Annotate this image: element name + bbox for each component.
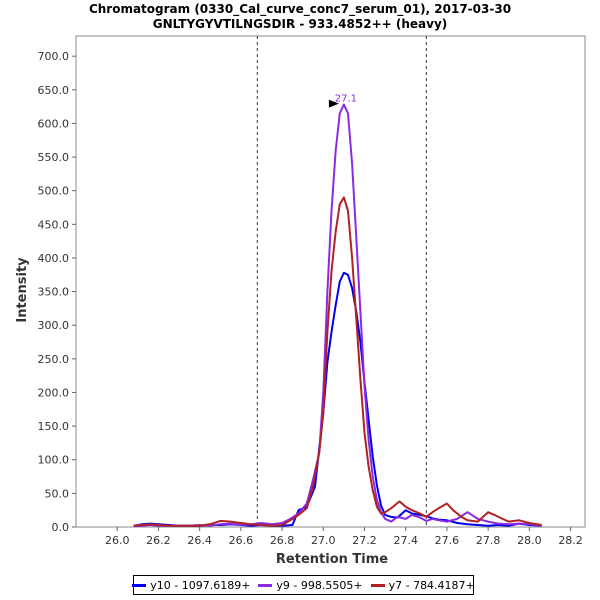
legend-label: y7 - 784.4187+: [388, 578, 475, 592]
y-tick-label: 700.0: [38, 50, 70, 63]
peak-label: 27.1: [335, 94, 357, 105]
legend-label: y9 - 998.5505+: [276, 578, 363, 592]
series-line-y9: [133, 103, 542, 528]
y-tick-label: 650.0: [38, 84, 70, 97]
legend-item: y9 - 998.5505+: [258, 578, 363, 592]
legend-label: y10 - 1097.6189+: [150, 578, 251, 592]
y-tick-label: 300.0: [38, 319, 70, 332]
legend-item: y10 - 1097.6189+: [132, 579, 250, 592]
x-tick-label: 27.4: [393, 534, 418, 547]
legend-swatch: [132, 583, 147, 587]
x-tick-label: 26.8: [270, 534, 295, 547]
x-axis-title: Retention Time: [276, 552, 388, 567]
chart-title: Chromatogram (0330_Cal_curve_conc7_serum…: [88, 2, 512, 16]
y-tick-label: 400.0: [38, 252, 70, 265]
y-tick-label: 500.0: [38, 185, 70, 198]
x-tick-label: 27.2: [352, 534, 377, 547]
y-tick-label: 50.0: [45, 487, 70, 500]
y-tick-label: 0.0: [52, 521, 70, 534]
y-tick-label: 150.0: [38, 420, 70, 433]
x-tick-label: 26.4: [187, 534, 212, 547]
x-tick-label: 26.0: [105, 534, 130, 547]
y-tick-label: 350.0: [38, 286, 70, 299]
legend-swatch: [370, 583, 385, 587]
peak-marker-arrow: [328, 99, 339, 108]
x-tick-label: 27.6: [435, 534, 460, 547]
x-tick-label: 28.2: [558, 534, 583, 547]
x-tick-label: 27.0: [311, 534, 336, 547]
x-tick-label: 26.6: [229, 534, 254, 547]
x-tick-label: 27.8: [476, 534, 501, 547]
x-tick-label: 26.2: [146, 534, 171, 547]
y-tick-label: 200.0: [38, 386, 70, 399]
legend-swatch: [258, 583, 273, 587]
chart-subtitle: GNLTYGYVTILNGSDIR - 933.4852++ (heavy): [152, 17, 448, 31]
x-tick-label: 28.0: [517, 534, 542, 547]
y-tick-label: 250.0: [38, 353, 70, 366]
y-tick-label: 100.0: [38, 454, 70, 467]
legend-item: y7 - 784.4187+: [370, 578, 475, 592]
y-tick-label: 600.0: [38, 117, 70, 130]
legend: y10 - 1097.6189+ y9 - 998.5505+ y7 - 784.4…: [132, 575, 475, 595]
y-axis-title: Intensity: [15, 257, 30, 323]
y-tick-label: 450.0: [38, 218, 70, 231]
series-line-y7: [133, 196, 542, 527]
y-tick-label: 550.0: [38, 151, 70, 164]
